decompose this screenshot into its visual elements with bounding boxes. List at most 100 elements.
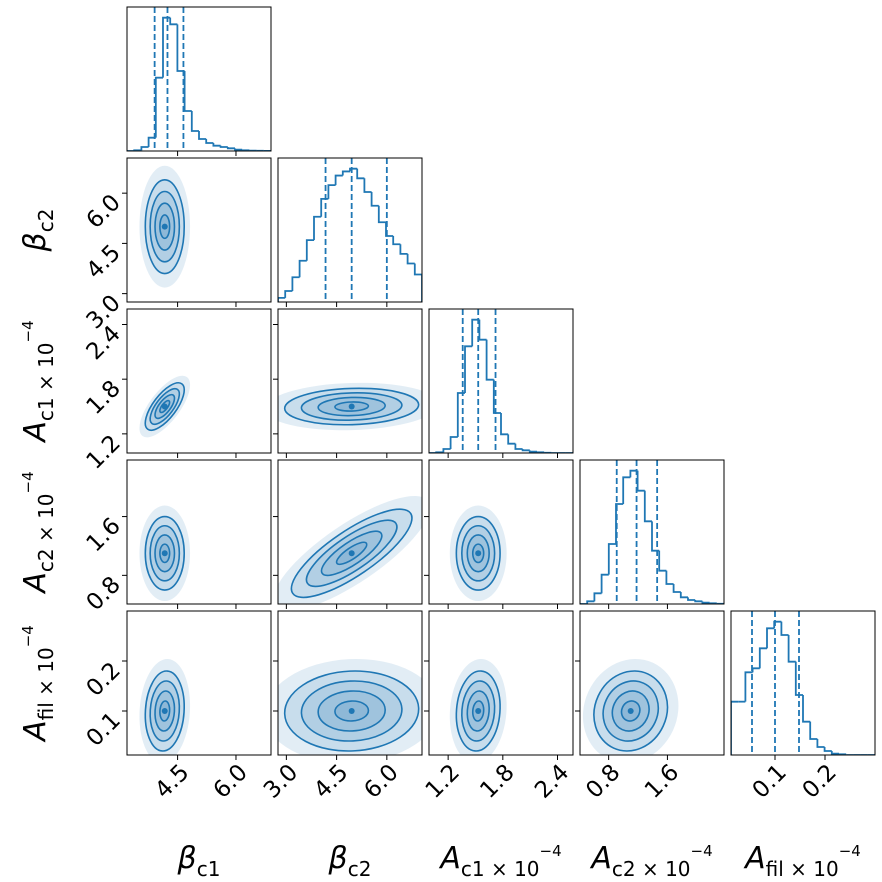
density (278, 659, 422, 755)
contour (159, 700, 171, 722)
hist-step (830, 751, 839, 755)
hist-step (370, 192, 379, 207)
hist-step (665, 570, 674, 585)
y-tick-label: 1.6 (82, 513, 126, 557)
label-sup: −4 (839, 842, 861, 860)
y-tick-label: 6.0 (82, 190, 126, 234)
contour (300, 680, 403, 742)
contour (159, 214, 171, 240)
hist-step (356, 168, 365, 180)
hist-step (607, 543, 616, 575)
panel-frame (277, 157, 423, 303)
contour (305, 519, 398, 588)
label-sub: c2 × 10 (612, 857, 691, 881)
density (278, 496, 422, 604)
hist-step (190, 111, 199, 132)
x-tick-label: 2.4 (530, 759, 574, 803)
hist-step (600, 573, 609, 594)
contour (334, 700, 370, 722)
x-tick-label: 0.1 (748, 759, 792, 803)
hist-step (615, 503, 624, 544)
contour (471, 700, 485, 722)
axis-label: Ac1 × 10−4 (438, 841, 561, 881)
hist-step (802, 695, 811, 723)
hist-step (313, 215, 322, 241)
contour (149, 524, 181, 582)
x-tick-label: 0.2 (798, 759, 842, 803)
mean-point (475, 550, 482, 557)
hist-step (823, 747, 832, 752)
hist-step (334, 174, 343, 186)
contour (149, 680, 181, 742)
mean-point (161, 708, 168, 714)
hist-step (629, 469, 638, 478)
hist-step (701, 601, 710, 604)
hist-step (147, 136, 156, 147)
x-tick-label: 0.8 (581, 759, 625, 803)
hist-step (766, 627, 775, 649)
hist-step (449, 436, 458, 449)
hist-step (291, 276, 300, 292)
hist-step (694, 600, 703, 603)
panel-frame (579, 459, 725, 605)
panel-frame (126, 6, 272, 152)
hist-step (305, 239, 314, 261)
hist-step (593, 592, 602, 602)
label-sup: −4 (540, 842, 562, 860)
label-sup: −4 (19, 625, 37, 647)
hist-step (687, 597, 696, 601)
hist-step (205, 139, 214, 144)
y-tick-label: 1.8 (82, 376, 126, 420)
density (582, 658, 679, 755)
x-tick-label: 4.5 (309, 759, 353, 803)
hist-step (456, 392, 465, 437)
density (139, 165, 191, 288)
panel-frame (126, 610, 272, 756)
contour (335, 541, 368, 566)
hist-step (234, 148, 243, 151)
panel-frame (730, 610, 876, 756)
label-sub: fil × 10 (766, 857, 839, 881)
hist-step (838, 753, 847, 755)
hist-step (198, 131, 207, 140)
mean-point (348, 403, 355, 410)
mean-point (475, 708, 482, 714)
contour (144, 515, 186, 591)
hist-step (413, 263, 422, 302)
x-tick-label: 4.5 (150, 759, 194, 803)
label-sup: −4 (19, 471, 37, 493)
hist-step (651, 521, 660, 552)
x-tick-label: 1.6 (640, 759, 684, 803)
density (449, 658, 507, 755)
hist-step (679, 592, 688, 599)
hist-step (278, 296, 286, 302)
label-sub: c2 × 10 (34, 493, 58, 572)
hist-step (514, 443, 523, 450)
panel-frame (126, 157, 272, 303)
panel-frame (126, 308, 272, 454)
x-tick-label: 1.8 (475, 759, 519, 803)
x-tick-label: 3.0 (259, 759, 303, 803)
contour (466, 690, 490, 732)
hist-step (298, 259, 307, 278)
label-sub: c1 (197, 857, 221, 881)
hist-step (816, 739, 825, 748)
contour (466, 534, 490, 573)
hist-step (478, 319, 487, 341)
hist-step (672, 584, 681, 593)
label-symbol: β (18, 232, 53, 252)
axis-label: βc1 (177, 841, 221, 881)
mean-point (161, 403, 168, 410)
hist-step (622, 476, 631, 504)
contour (593, 670, 669, 752)
y-tick-label: 1.2 (82, 430, 126, 474)
hist-step (377, 205, 386, 224)
hist-step (731, 700, 739, 755)
mean-point (161, 550, 168, 557)
contour (144, 178, 186, 275)
contour (455, 515, 501, 591)
contour (455, 670, 501, 752)
x-tick-label: 6.0 (359, 759, 403, 803)
label-symbol: β (177, 841, 197, 876)
mean-point (161, 223, 168, 230)
